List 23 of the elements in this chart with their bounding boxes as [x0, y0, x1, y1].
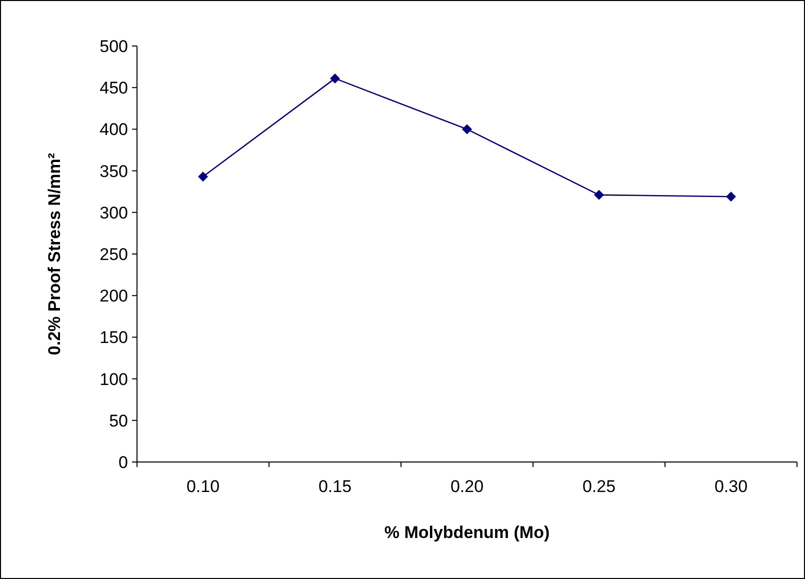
x-axis-title: % Molybdenum (Mo) [384, 523, 550, 542]
point [726, 192, 736, 202]
y-tick-label: 450 [100, 78, 128, 98]
point [198, 172, 208, 182]
x-tick-label: 0.25 [582, 477, 616, 496]
point [594, 190, 604, 200]
y-tick-label: 300 [100, 203, 128, 222]
y-axis-title: 0.2% Proof Stress N/mm² [45, 152, 64, 356]
x-tick-label: 0.10 [186, 477, 220, 496]
x-tick-label: 0.30 [714, 477, 748, 496]
y-tick-label: 50 [109, 411, 128, 430]
y-tick-label: 500 [100, 36, 128, 56]
y-tick-label: 150 [100, 328, 128, 348]
y-tick-label: 200 [100, 286, 128, 306]
y-tick-label: 250 [100, 244, 128, 264]
x-tick-label: 0.20 [450, 477, 484, 496]
y-tick-label: 350 [100, 162, 128, 181]
point [330, 73, 340, 84]
x-tick-label: 0.15 [318, 477, 352, 496]
y-tick-label: 400 [100, 120, 128, 140]
y-tick-label: 0 [118, 452, 128, 472]
y-tick-label: 100 [100, 370, 128, 389]
point [462, 124, 472, 134]
